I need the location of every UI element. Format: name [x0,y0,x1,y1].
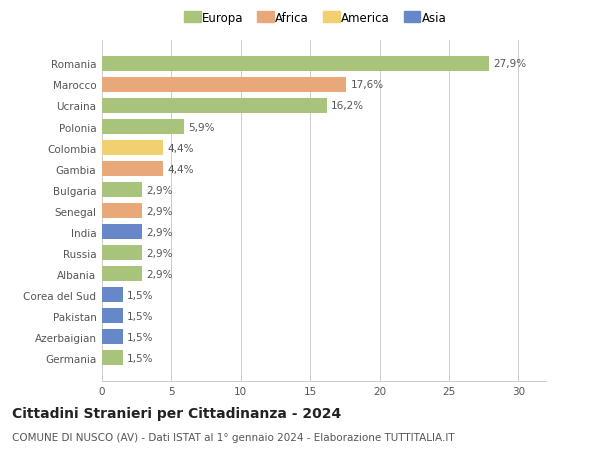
Text: 1,5%: 1,5% [127,332,154,342]
Text: 2,9%: 2,9% [146,248,173,258]
Bar [102,162,163,177]
Text: 2,9%: 2,9% [146,185,173,195]
Text: 2,9%: 2,9% [146,227,173,237]
Bar [102,204,142,218]
Text: Cittadini Stranieri per Cittadinanza - 2024: Cittadini Stranieri per Cittadinanza - 2… [12,406,341,420]
Bar [102,183,142,198]
Text: COMUNE DI NUSCO (AV) - Dati ISTAT al 1° gennaio 2024 - Elaborazione TUTTITALIA.I: COMUNE DI NUSCO (AV) - Dati ISTAT al 1° … [12,432,455,442]
Text: 4,4%: 4,4% [167,143,194,153]
Text: 27,9%: 27,9% [493,59,526,69]
Bar [102,120,184,135]
Bar [102,78,346,93]
Bar [102,287,123,302]
Text: 1,5%: 1,5% [127,290,154,300]
Bar [102,267,142,282]
Bar [102,140,163,156]
Bar [102,350,123,365]
Text: 1,5%: 1,5% [127,353,154,363]
Bar [102,246,142,261]
Bar [102,308,123,324]
Text: 4,4%: 4,4% [167,164,194,174]
Text: 2,9%: 2,9% [146,206,173,216]
Bar [102,330,123,345]
Legend: Europa, Africa, America, Asia: Europa, Africa, America, Asia [182,10,449,28]
Text: 16,2%: 16,2% [331,101,364,111]
Bar [102,224,142,240]
Text: 1,5%: 1,5% [127,311,154,321]
Text: 5,9%: 5,9% [188,122,215,132]
Bar [102,57,489,72]
Text: 17,6%: 17,6% [350,80,383,90]
Text: 2,9%: 2,9% [146,269,173,279]
Bar [102,99,327,114]
